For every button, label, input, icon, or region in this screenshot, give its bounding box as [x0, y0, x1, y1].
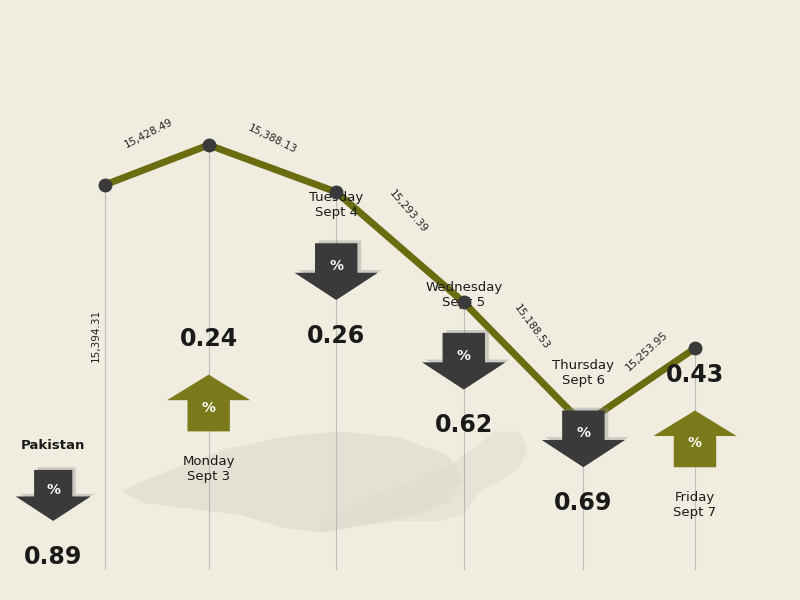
Text: 15,428.49: 15,428.49 [123, 117, 174, 150]
Text: Thursday
Sept 6: Thursday Sept 6 [552, 359, 614, 386]
Text: 0.89: 0.89 [24, 545, 82, 569]
Text: 0.26: 0.26 [307, 324, 366, 348]
Polygon shape [320, 431, 527, 533]
Text: 0.69: 0.69 [554, 491, 613, 515]
Text: %: % [330, 259, 343, 273]
Text: 15,394.31: 15,394.31 [90, 308, 101, 362]
Polygon shape [426, 330, 510, 387]
Polygon shape [542, 410, 625, 467]
Text: 0.62: 0.62 [434, 413, 493, 437]
Text: Pakistan: Pakistan [21, 439, 86, 452]
Text: Friday
Sept 7: Friday Sept 7 [674, 491, 717, 519]
Polygon shape [167, 374, 250, 431]
Text: %: % [46, 484, 60, 497]
Polygon shape [16, 470, 90, 521]
Polygon shape [19, 467, 94, 518]
Polygon shape [654, 410, 737, 467]
Polygon shape [121, 431, 464, 533]
Text: Wednesday
Sept 5: Wednesday Sept 5 [425, 281, 502, 309]
Text: 15,293.39: 15,293.39 [387, 188, 429, 235]
Text: %: % [576, 426, 590, 440]
Text: Monday
Sept 3: Monday Sept 3 [182, 455, 235, 483]
Text: 0.24: 0.24 [180, 327, 238, 351]
Polygon shape [298, 241, 382, 297]
Polygon shape [546, 407, 629, 464]
Text: 15,388.13: 15,388.13 [246, 123, 298, 155]
Text: 15,188.53: 15,188.53 [512, 302, 551, 352]
Text: 0.43: 0.43 [666, 362, 724, 386]
Text: Tuesday
Sept 4: Tuesday Sept 4 [309, 191, 363, 220]
Text: 15,253.95: 15,253.95 [624, 330, 670, 373]
Polygon shape [294, 243, 378, 300]
Text: %: % [457, 349, 470, 362]
Polygon shape [422, 333, 506, 389]
Text: %: % [202, 401, 216, 415]
Text: %: % [688, 436, 702, 451]
